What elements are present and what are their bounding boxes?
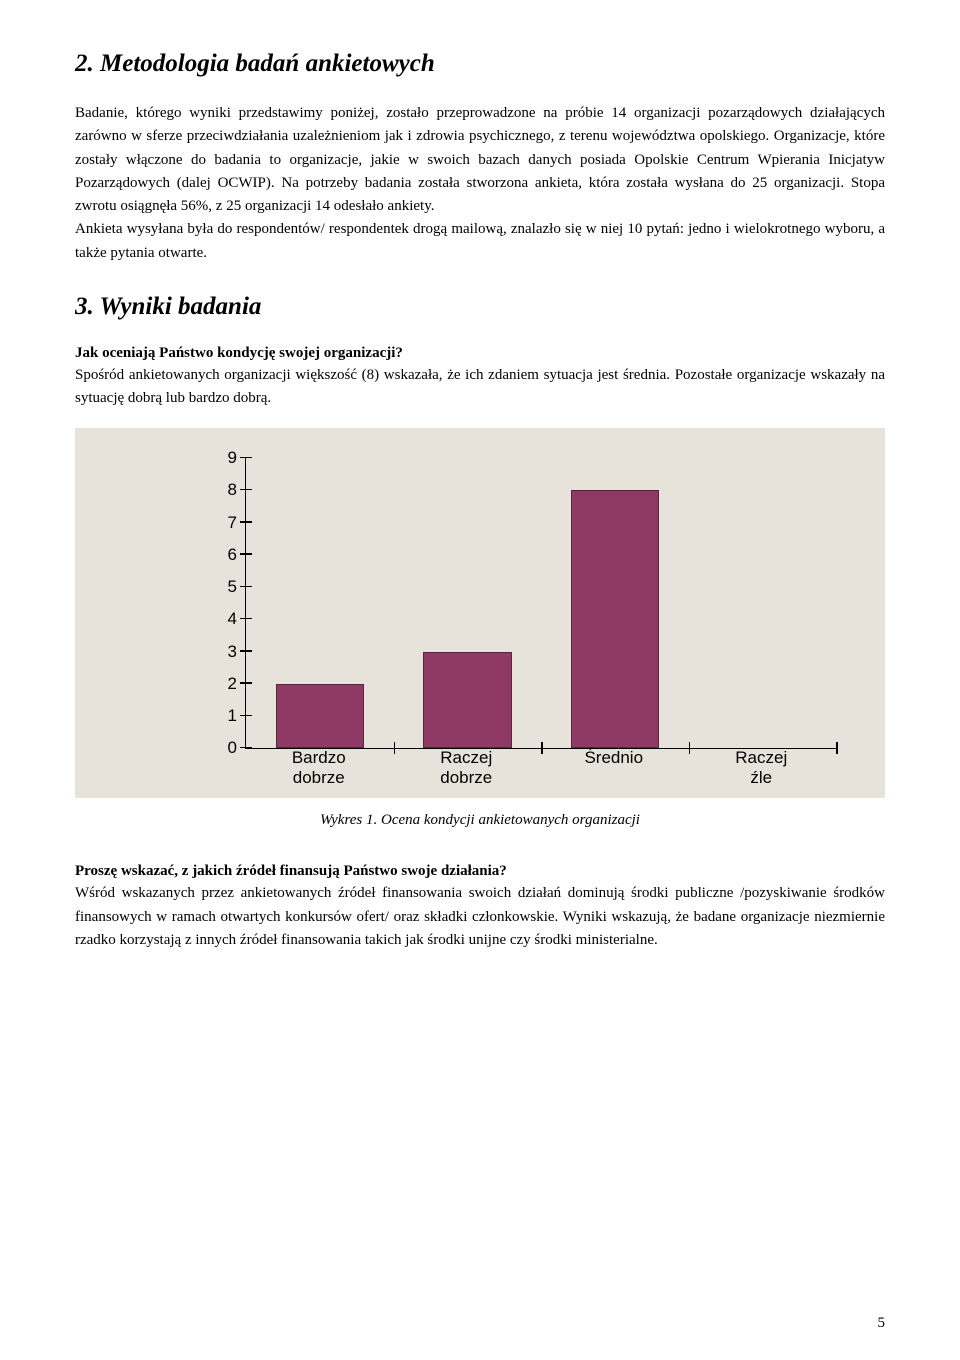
y-tick-mark (240, 489, 252, 491)
y-tick-label: 8 (228, 480, 237, 500)
x-tick-label: Średnio (584, 748, 643, 768)
y-axis: 0123456789 (215, 458, 245, 748)
y-tick-label: 5 (228, 577, 237, 597)
y-tick-label: 6 (228, 545, 237, 565)
y-tick-mark (240, 682, 252, 684)
bar-chart: 0123456789 BardzodobrzeRaczejdobrzeŚredn… (215, 458, 835, 778)
y-tick-label: 4 (228, 609, 237, 629)
y-tick-label: 2 (228, 674, 237, 694)
y-tick-label: 1 (228, 706, 237, 726)
plot-area (245, 458, 836, 749)
x-tick-label: Raczej źle (724, 748, 798, 787)
chart-bar (276, 684, 365, 748)
y-tick-label: 0 (228, 738, 237, 758)
x-tick-label: Raczejdobrze (440, 748, 492, 787)
x-tick-label: Bardzodobrze (292, 748, 346, 787)
answer-2: Wśród wskazanych przez ankietowanych źró… (75, 882, 885, 952)
chart-container: 0 1 2 3 4 5 6 7 8 9 Bardzodobrze Raczejdobrze Średn… (75, 428, 885, 798)
y-tick-mark (240, 586, 252, 588)
question-2: Proszę wskazać, z jakich źródeł finansuj… (75, 863, 885, 880)
y-tick-mark (240, 618, 252, 620)
section-3-heading: 3. Wyniki badania (75, 293, 885, 321)
question-1: Jak oceniają Państwo kondycję swojej org… (75, 345, 885, 362)
x-tick-mark (836, 742, 838, 754)
answer-1: Spośród ankietowanych organizacji większ… (75, 364, 885, 411)
chart-bar (423, 652, 512, 749)
y-tick-label: 7 (228, 513, 237, 533)
page-number: 5 (878, 1315, 886, 1332)
y-tick-label: 3 (228, 642, 237, 662)
y-tick-mark (240, 715, 252, 717)
x-axis: Bardzodobrze Raczejdobrze Średnio Raczej źl… (245, 748, 835, 786)
section-2-body: Badanie, którego wyniki przedstawimy pon… (75, 102, 885, 265)
chart-bar (571, 490, 660, 748)
y-tick-mark (240, 553, 252, 555)
y-tick-mark (240, 457, 252, 459)
y-tick-mark (240, 521, 252, 523)
y-tick-mark (240, 650, 252, 652)
section-2-heading: 2. Metodologia badań ankietowych (75, 50, 885, 78)
chart-caption: Wykres 1. Ocena kondycji ankietowanych o… (75, 812, 885, 829)
y-tick-label: 9 (228, 448, 237, 468)
